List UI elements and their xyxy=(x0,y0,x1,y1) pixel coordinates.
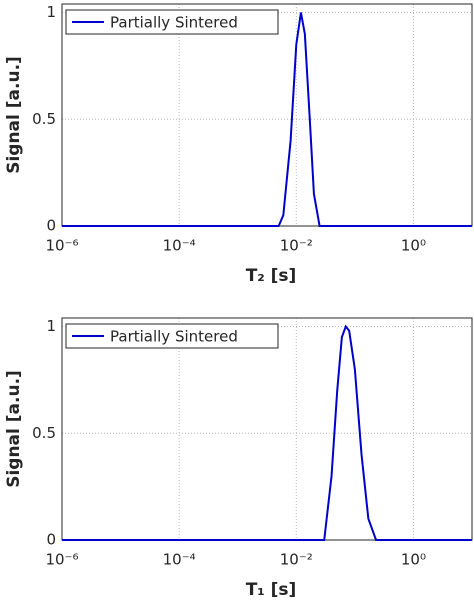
legend-label: Partially Sintered xyxy=(110,14,238,32)
line xyxy=(62,324,472,541)
plot-area xyxy=(62,4,472,226)
x-tick-label: 10⁻² xyxy=(280,237,313,255)
y-tick-label: 1 xyxy=(46,3,56,21)
x-axis-label: T₂ [s] xyxy=(246,266,297,286)
x-tick-label: 10⁰ xyxy=(401,237,426,255)
x-axis-label: T₁ [s] xyxy=(246,580,297,600)
plot-area xyxy=(62,318,472,540)
legend-label: Partially Sintered xyxy=(110,328,238,346)
y-axis-label: Signal [a.u.] xyxy=(4,56,24,174)
x-tick-label: 10⁻⁶ xyxy=(45,551,78,569)
x-tick-label: 10⁰ xyxy=(401,551,426,569)
y-tick-label: 0 xyxy=(46,531,56,549)
x-tick-label: 10⁻⁶ xyxy=(45,237,78,255)
y-tick-label: 0.5 xyxy=(32,110,56,128)
y-axis-label: Signal [a.u.] xyxy=(4,370,24,488)
x-tick-label: 10⁻⁴ xyxy=(163,237,196,255)
y-tick-label: 0.5 xyxy=(32,424,56,442)
y-tick-label: 1 xyxy=(46,317,56,335)
x-tick-label: 10⁻⁴ xyxy=(163,551,196,569)
line xyxy=(62,12,472,227)
panel: 0 0.5 1 10⁻⁶ 10⁻⁴ 10⁻² 10⁰ T₂ [s] Signal [a.u.] P… xyxy=(4,3,473,286)
y-tick-label: 0 xyxy=(46,217,56,235)
x-tick-label: 10⁻² xyxy=(280,551,313,569)
panel: 0 0.5 1 10⁻⁶ 10⁻⁴ 10⁻² 10⁰ T₁ [s] Signal [a.u.] P… xyxy=(4,317,473,600)
